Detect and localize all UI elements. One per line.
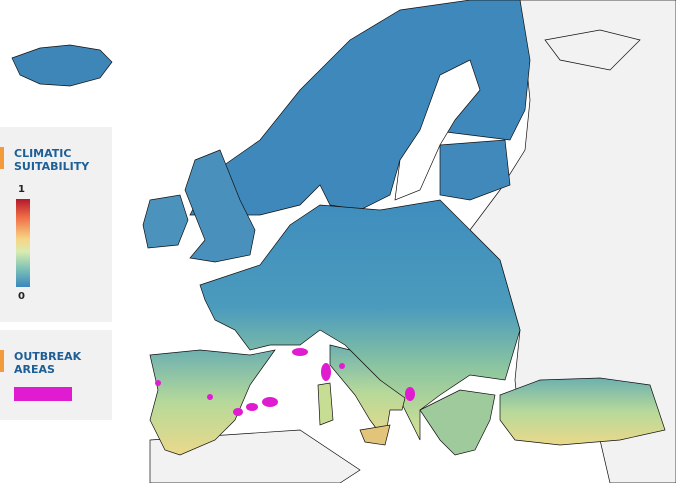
sardinia (317, 382, 334, 426)
baltic-sea (394, 59, 481, 201)
italy (329, 344, 406, 441)
iberia (149, 349, 276, 456)
ireland (142, 194, 189, 249)
legend-max: 1 (18, 184, 25, 195)
outbreak-areas (155, 348, 415, 416)
color-bar (16, 199, 30, 287)
accent-bar (0, 350, 4, 372)
britain (184, 149, 256, 263)
outbreak-legend: OUTBREAK AREAS (0, 330, 112, 420)
baltics (439, 139, 511, 201)
accent-bar (0, 147, 4, 169)
legend-min: 0 (18, 291, 25, 302)
suitability-legend: CLIMATIC SUITABILITY 1 0 (0, 127, 112, 322)
iceland (11, 44, 113, 87)
legend-title: CLIMATIC SUITABILITY (14, 147, 90, 173)
sicily (359, 424, 391, 446)
turkey (499, 377, 666, 446)
legend-title: OUTBREAK AREAS (14, 350, 82, 376)
outbreak-swatch (14, 387, 72, 401)
scandinavia (189, 0, 531, 216)
greece (419, 389, 496, 456)
